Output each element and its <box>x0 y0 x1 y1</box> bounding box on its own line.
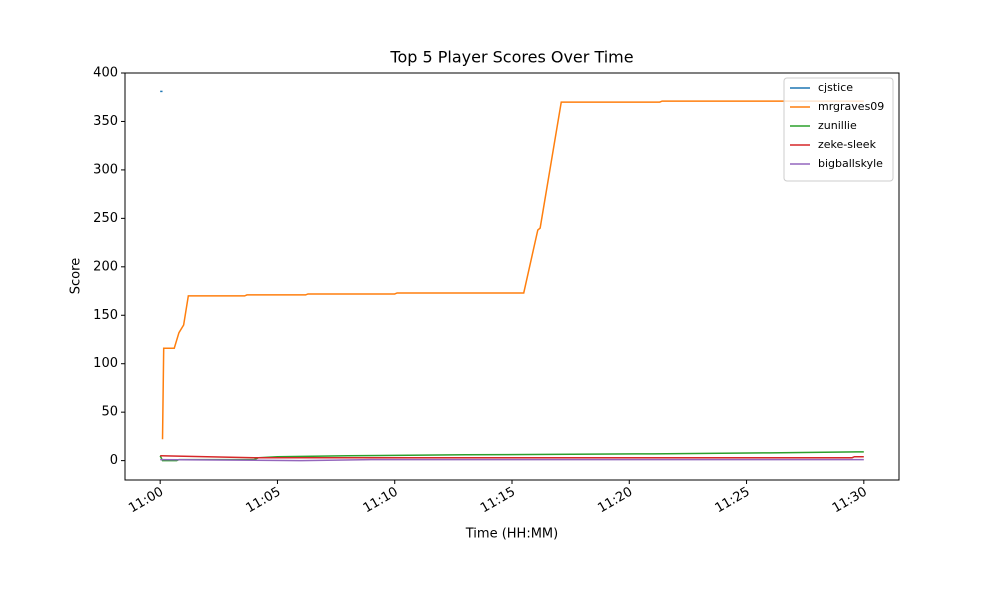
legend-box <box>783 77 894 182</box>
y-tick-label: 150 <box>93 308 118 323</box>
y-tick-label: 200 <box>93 259 118 274</box>
y-tick-label: 250 <box>93 211 118 226</box>
y-tick-label: 400 <box>93 66 118 81</box>
x-axis-label: Time (HH:MM) <box>465 527 558 542</box>
legend-label: zeke-sleek <box>818 138 877 151</box>
x-tick-label: 11:05 <box>244 484 284 516</box>
line-series <box>160 455 864 459</box>
y-tick-label: 100 <box>93 356 118 371</box>
x-tick-label: 11:10 <box>361 484 401 516</box>
chart-title: Top 5 Player Scores Over Time <box>389 48 633 67</box>
y-tick-label: 50 <box>101 405 118 420</box>
legend: cjstice mrgraves09 zunillie zeke-sleek bigba… <box>783 77 894 182</box>
x-tick-label: 11:25 <box>713 484 753 516</box>
x-tick-label: 11:00 <box>126 484 166 516</box>
y-axis-label: Score <box>69 258 84 294</box>
x-tick-label: 11:15 <box>478 484 518 516</box>
y-tick-label: 350 <box>93 114 118 129</box>
y-tick-label: 0 <box>110 453 118 468</box>
x-tick-label: 11:20 <box>595 484 635 516</box>
legend-label: mrgraves09 <box>818 100 884 113</box>
legend-label: cjstice <box>818 81 853 94</box>
line-series <box>161 100 864 440</box>
legend-label: zunillie <box>818 119 857 132</box>
x-tick-label: 11:30 <box>830 484 870 516</box>
legend-label: bigballskyle <box>818 157 883 170</box>
line-series <box>160 458 864 462</box>
plot-frame <box>124 72 900 481</box>
y-tick-label: 300 <box>93 162 118 177</box>
line-series <box>159 451 864 462</box>
